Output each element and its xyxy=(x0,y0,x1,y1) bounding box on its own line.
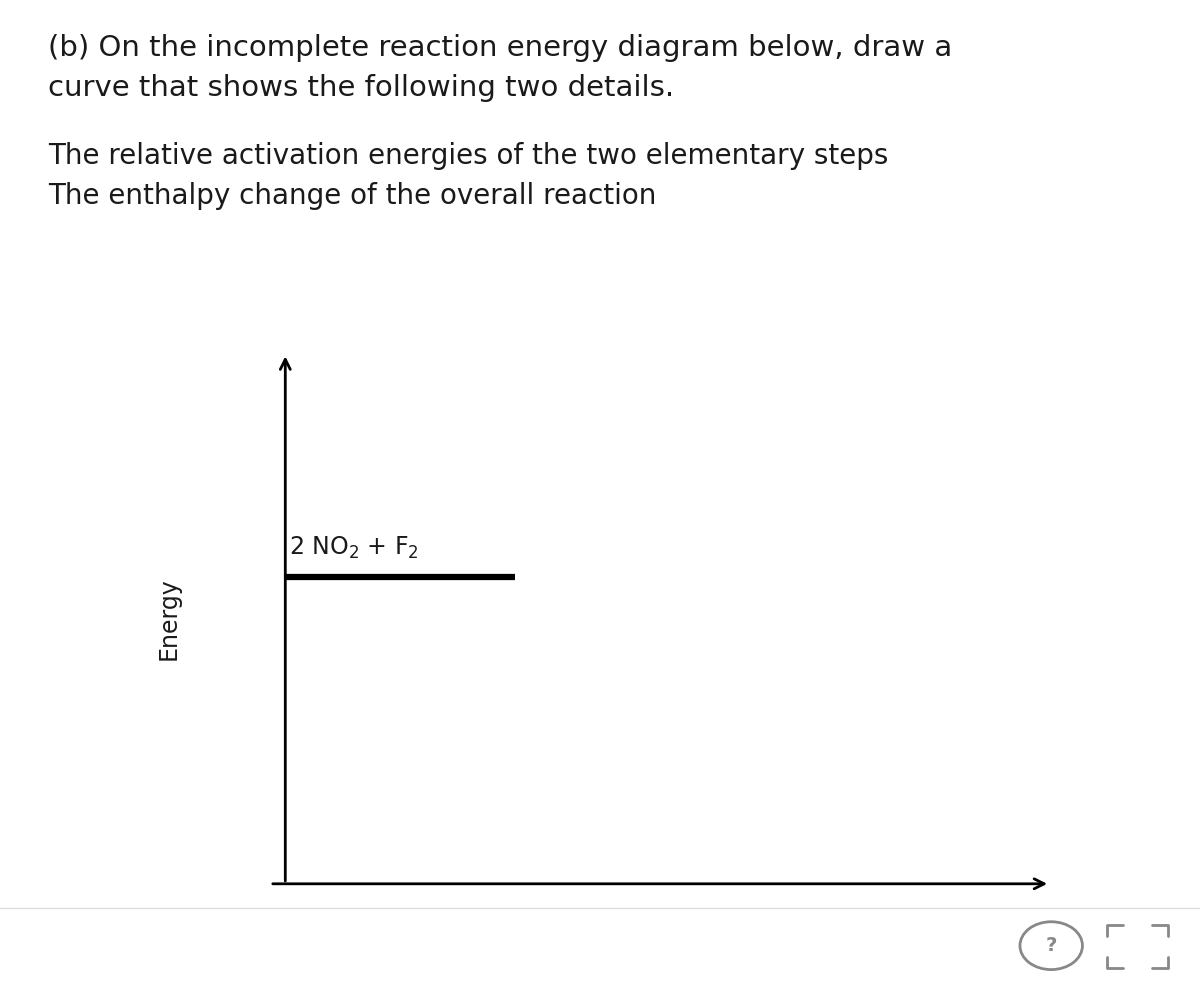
Text: (b) On the incomplete reaction energy diagram below, draw a: (b) On the incomplete reaction energy di… xyxy=(48,34,953,63)
Text: ?: ? xyxy=(1045,936,1057,955)
Text: Reaction Progress: Reaction Progress xyxy=(554,937,766,960)
Text: 2 NO$_2$ + F$_2$: 2 NO$_2$ + F$_2$ xyxy=(289,535,419,562)
Text: curve that shows the following two details.: curve that shows the following two detai… xyxy=(48,74,674,102)
Text: The relative activation energies of the two elementary steps: The relative activation energies of the … xyxy=(48,142,888,171)
Text: Energy: Energy xyxy=(156,577,180,660)
Text: The enthalpy change of the overall reaction: The enthalpy change of the overall react… xyxy=(48,182,656,210)
